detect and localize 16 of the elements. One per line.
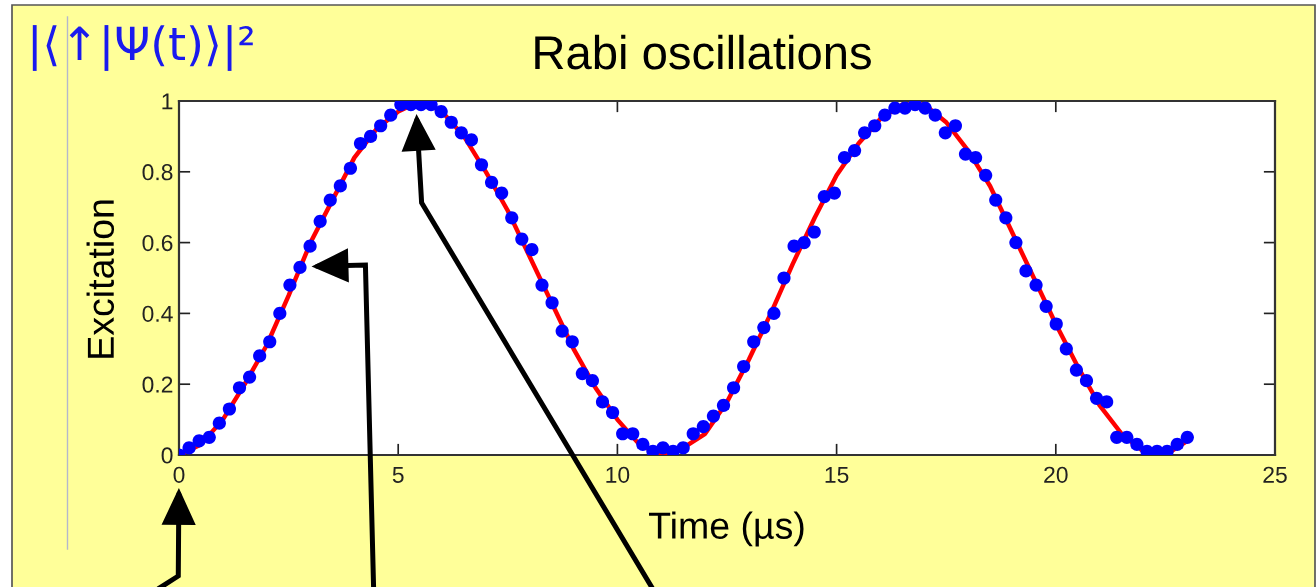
y-tick-label: 0 <box>161 447 173 464</box>
y-tick-label: 0.8 <box>142 164 173 181</box>
y-tick-label: 1 <box>162 93 173 110</box>
text: |⟨↑|Ψ(t)⟩|² <box>32 25 253 71</box>
x-tick-label: 0 <box>173 466 185 483</box>
chart-title: Rabi oscillations <box>535 34 871 70</box>
x-tick-label: 25 <box>1263 466 1287 483</box>
y-axis-title: Excitation <box>86 200 115 358</box>
x-tick-label: 15 <box>825 466 849 483</box>
y-tick-label: 0.2 <box>142 376 173 393</box>
x-tick-label: 10 <box>606 466 630 483</box>
x-tick-label: 20 <box>1044 466 1068 483</box>
y-tick-label: 0.4 <box>142 305 173 322</box>
y-tick-label: 0.6 <box>142 234 173 252</box>
x-axis-title: Time (µs) <box>649 511 804 547</box>
x-tick-label: 5 <box>392 466 404 483</box>
